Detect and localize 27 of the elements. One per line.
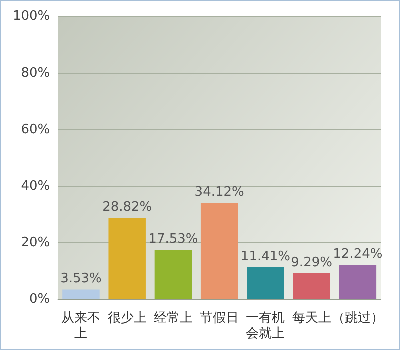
y-tick-label: 100% — [12, 9, 50, 24]
y-tick-label: 60% — [21, 122, 50, 138]
data-label: 11.41% — [240, 249, 290, 264]
data-label: 3.53% — [60, 272, 102, 287]
x-tick-label: 节假日 — [200, 310, 240, 326]
x-tick-label: （跳过） — [332, 310, 384, 326]
bar — [200, 203, 238, 300]
data-label: 17.53% — [148, 232, 198, 248]
x-tick-label: 很少上 — [108, 310, 147, 326]
x-tick-label: 每天上 — [292, 310, 332, 326]
x-tick-label: 从来不上 — [62, 310, 101, 342]
data-label: 28.82% — [102, 200, 152, 216]
y-tick-label: 40% — [21, 178, 50, 194]
bar — [247, 268, 284, 300]
bar — [293, 274, 330, 300]
y-tick-label: 80% — [21, 66, 50, 81]
y-tick-label: 0% — [30, 292, 50, 308]
bar — [339, 265, 377, 300]
data-label: 9.29% — [291, 255, 332, 270]
data-label: 12.24% — [333, 247, 383, 262]
bar — [154, 250, 192, 300]
x-tick-label: 经常上 — [154, 310, 193, 326]
x-tick-label: 一有机会就上 — [246, 310, 286, 342]
data-label: 34.12% — [194, 185, 244, 200]
y-tick-label: 20% — [21, 236, 50, 251]
bar — [62, 290, 100, 300]
bar — [108, 218, 146, 300]
